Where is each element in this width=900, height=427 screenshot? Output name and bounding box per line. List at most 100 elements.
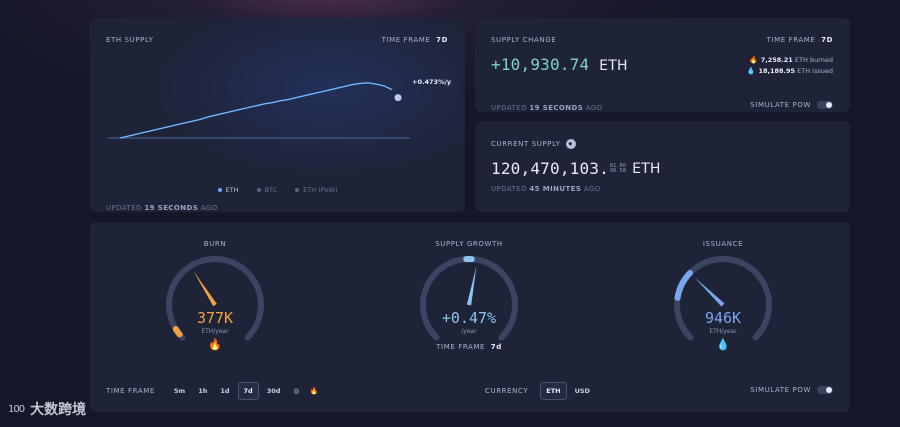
gauges-card: BURN 377K ETH/year 🔥 SUPPLY GROWTH +0.47… [90,222,850,412]
eth-supply-end-point [394,94,402,102]
merge-icon[interactable]: ◍ [293,387,300,395]
currency-option-eth[interactable]: ETH [540,382,567,400]
current-supply-fraction: 81.60 96.58 [610,162,627,174]
updated-prefix: UPDATED [491,104,527,112]
timeframe-option-5m[interactable]: 5m [173,387,186,395]
issuance-title: ISSUANCE [702,240,744,248]
supply-change-amount: +10,930.74 [491,55,590,74]
current-supply-value: 120,470,103. 81.60 96.58 ETH [491,159,661,178]
timeframe-value: 7d [821,36,833,44]
chart-legend: ETH BTC ETH (PoW) [90,186,465,194]
timeframe-option-1d[interactable]: 1d [220,387,230,395]
eth-supply-line [119,82,393,139]
watermark-logo: 100 [8,403,25,415]
current-supply-unit: ETH [632,160,661,177]
supply-change-card: SUPPLY CHANGE TIME FRAME 7d +10,930.74 E… [475,18,850,112]
timeframe-option-30d[interactable]: 30d [266,387,281,395]
timeframe-option-1h[interactable]: 1h [198,387,208,395]
watermark-text: 大数跨境 [30,402,87,418]
timeframe-label: TIME FRAME [381,36,431,44]
supply-change-unit: ETH [599,58,628,74]
legend-label: ETH (PoW) [303,186,338,194]
supply-growth-value: +0.47% [441,309,497,327]
gauge-level-arc [674,269,693,301]
supply-growth-gauge-dial [420,256,518,341]
watermark: 100 大数跨境 [8,399,86,419]
supply-change-updated: UPDATED 19 SECONDS AGO [491,104,603,112]
fire-icon: 🔥 [208,338,222,351]
burn-gauge: BURN 377K ETH/year 🔥 [155,240,275,351]
eth-logo-icon: ◆ [565,139,576,149]
simulate-pow-label: SIMULATE PoW [750,101,811,109]
supply-change-title: SUPPLY CHANGE [491,36,557,44]
burned-row: 🔥 7,258.21 ETH burned [747,55,833,66]
legend-eth-pow[interactable]: ETH (PoW) [295,186,337,194]
supply-growth-gauge: SUPPLY GROWTH +0.47% /year TIME FRAME 7d [409,240,529,351]
issued-row: 💧 18,188.95 ETH issued [747,66,833,77]
current-supply-title-text: CURRENT SUPPLY [491,140,561,148]
eth-supply-chart: +0.473%/y [108,78,452,139]
current-supply-title: CURRENT SUPPLY ◆ [491,139,576,149]
legend-dot-icon [256,188,261,192]
burned-label: ETH burned [794,56,833,64]
updated-value: 19 SECONDS [529,104,584,112]
burn-value: 377K [196,309,234,327]
droplet-icon: 💧 [716,338,730,351]
eth-supply-title: ETH SUPPLY [106,36,154,44]
supply-change-value: +10,930.74 ETH [491,55,628,74]
burn-unit: ETH/year [201,328,229,335]
updated-prefix: UPDATED [106,204,142,212]
issuance-value: 946K [704,309,742,327]
current-supply-amount: 120,470,103. [491,159,609,178]
updated-suffix: AGO [585,104,603,112]
timeframe-value: 7d [490,343,502,351]
supply-growth-unit: /year [461,328,477,335]
updated-suffix: AGO [200,204,218,212]
eth-supply-updated: UPDATED 19 SECONDS AGO [106,204,218,212]
toggle-switch[interactable] [817,101,833,109]
legend-btc[interactable]: BTC [256,186,277,194]
gauge-track [166,256,264,341]
burn-title: BURN [203,240,227,248]
legend-eth[interactable]: ETH [217,186,239,194]
updated-prefix: UPDATED [491,185,527,193]
current-supply-updated: UPDATED 45 MINUTES AGO [491,185,601,193]
legend-dot-icon [217,188,222,192]
current-supply-card: CURRENT SUPPLY ◆ 120,470,103. 81.60 96.5… [475,121,850,212]
issuance-gauge: ISSUANCE 946K ETH/year 💧 [663,240,783,351]
eth-supply-card: +0.473%/y ETH SUPPLY TIME FRAME 7d ETH B… [90,18,465,212]
gauge-level-arc [172,326,183,338]
currency-option-usd[interactable]: USD [574,387,590,395]
issued-label: ETH issued [797,67,833,75]
burn-issue-summary: 🔥 7,258.21 ETH burned 💧 18,188.95 ETH issu… [747,55,833,77]
issued-value: 18,188.95 [758,67,796,75]
simulate-pow-label: SIMULATE PoW [750,386,811,394]
simulate-pow-toggle-bottom[interactable]: SIMULATE PoW [750,386,833,394]
gauge-track [674,256,772,341]
simulate-pow-toggle[interactable]: SIMULATE PoW [750,101,833,109]
issuance-gauge-dial [674,256,772,341]
updated-suffix: AGO [583,185,601,193]
fire-icon: 🔥 [749,56,758,64]
droplet-icon: 💧 [746,67,756,75]
eth-supply-timeframe[interactable]: TIME FRAME 7d [382,36,448,44]
fire-icon[interactable]: 🔥 [309,387,319,395]
supply-change-timeframe[interactable]: TIME FRAME 7d [767,36,833,44]
timeframe-option-7d[interactable]: 7d [237,382,259,400]
updated-value: 45 MINUTES [529,185,582,193]
timeframe-selector-label: TIME FRAME [106,387,155,395]
updated-value: 19 SECONDS [144,204,199,212]
timeframe-label: TIME FRAME [766,36,816,44]
timeframe-selector: TIME FRAME 5m 1h 1d 7d 30d ◍ 🔥 [106,382,323,400]
fraction-top: 81.60 [610,162,627,169]
burned-value: 7,258.21 [760,56,793,64]
supply-growth-timeframe: TIME FRAME 7d [409,343,529,351]
legend-dot-icon [295,188,300,192]
timeframe-value: 7d [436,36,448,44]
eth-supply-rate-label: +0.473%/y [412,78,452,86]
issuance-unit: ETH/year [709,328,737,335]
timeframe-label: TIME FRAME [436,343,486,351]
burn-gauge-dial [166,256,264,341]
toggle-switch[interactable] [817,386,833,394]
legend-label: ETH [225,186,239,194]
